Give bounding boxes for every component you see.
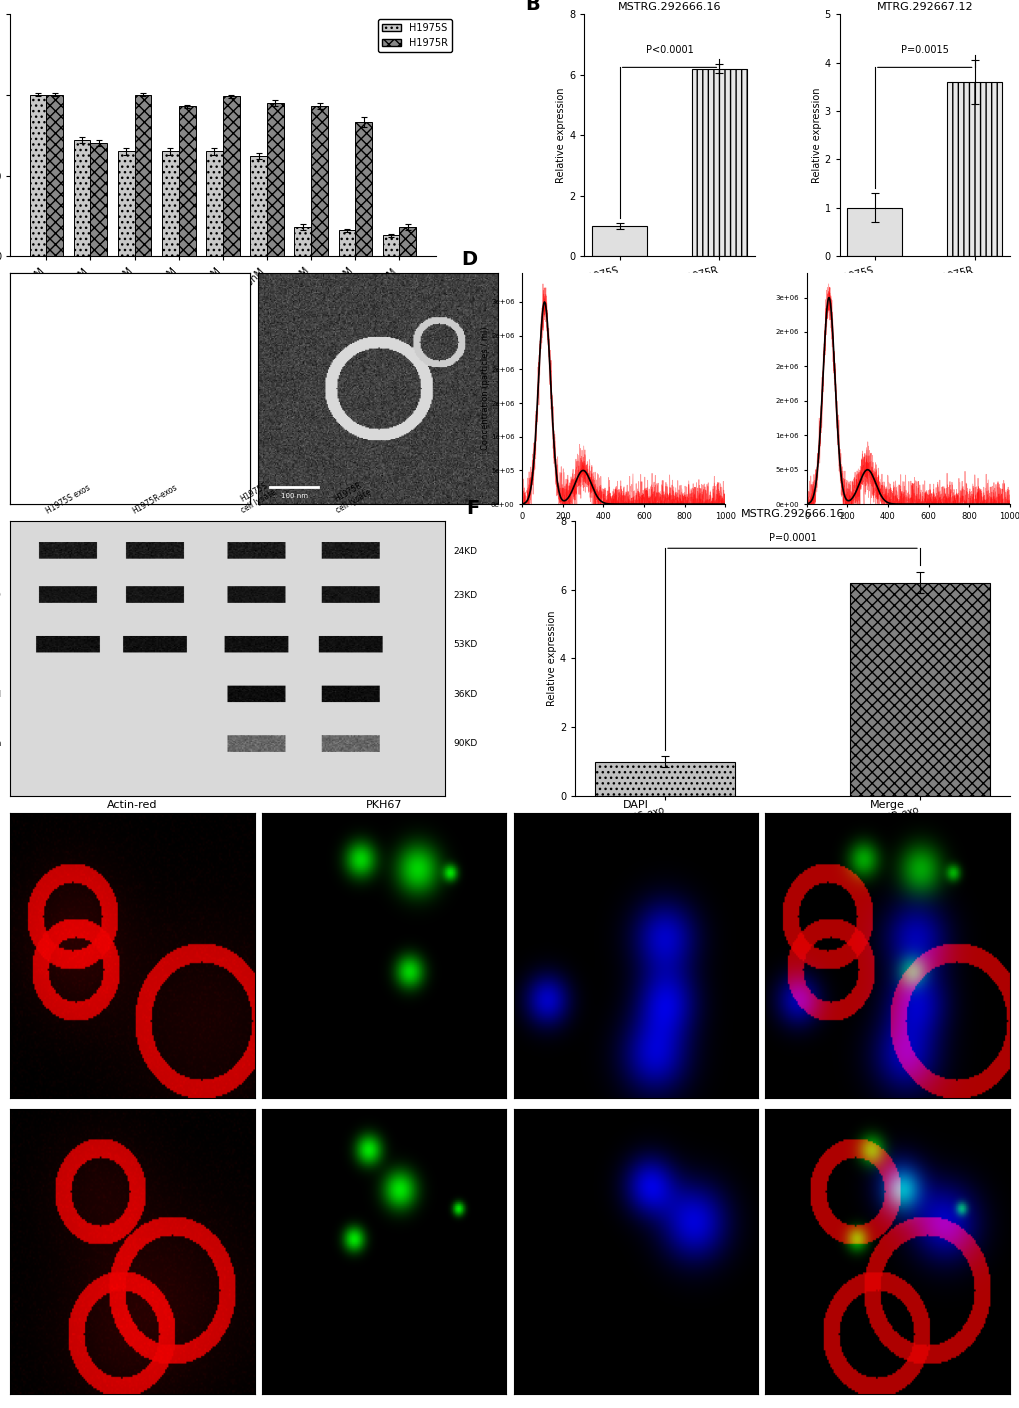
Bar [223, 96, 239, 256]
Text: 53KD: 53KD [453, 641, 477, 649]
Bar [46, 94, 63, 256]
Text: GAPDH: GAPDH [0, 690, 1, 698]
Y-axis label: Relative expression: Relative expression [546, 611, 556, 707]
Text: 100 nm: 100 nm [280, 493, 308, 498]
Text: 90KD: 90KD [453, 739, 477, 748]
Text: D: D [461, 249, 477, 269]
Text: C: C [10, 255, 24, 273]
Text: H1975R
cell lysate: H1975R cell lysate [329, 479, 372, 515]
Bar [206, 151, 223, 256]
Text: 23KD: 23KD [453, 590, 477, 600]
Bar [178, 106, 196, 256]
Bar [847, 208, 902, 256]
Bar [311, 106, 328, 256]
Bar [250, 156, 267, 256]
Title: MSTRG.292666.16: MSTRG.292666.16 [740, 508, 844, 518]
Y-axis label: Relative expression: Relative expression [555, 87, 566, 183]
Bar [294, 227, 311, 256]
Text: P<0.0001: P<0.0001 [645, 45, 693, 55]
Text: 36KD: 36KD [453, 690, 477, 698]
Bar [947, 82, 1001, 256]
Text: 24KD: 24KD [453, 546, 477, 556]
X-axis label: Size (nm): Size (nm) [603, 527, 643, 535]
Title: MTRG.292667.12: MTRG.292667.12 [875, 1, 972, 11]
Text: H1975S exos: H1975S exos [45, 483, 92, 515]
Title: PKH67: PKH67 [366, 800, 401, 811]
Bar [118, 151, 135, 256]
Bar [162, 151, 178, 256]
Text: H1975R-exos: H1975R-exos [130, 483, 179, 515]
Text: H1975S
cell lysate: H1975S cell lysate [234, 479, 278, 515]
Bar [73, 139, 91, 256]
Bar [382, 235, 399, 256]
Title: MSTRG.292666.16: MSTRG.292666.16 [618, 1, 720, 11]
Bar [691, 69, 746, 256]
Text: CD9: CD9 [0, 590, 1, 600]
X-axis label: Size (nm): Size (nm) [888, 527, 927, 535]
Y-axis label: Relative expression: Relative expression [811, 87, 820, 183]
Title: Merge: Merge [869, 800, 904, 811]
Bar [594, 762, 735, 796]
Bar [592, 227, 646, 256]
Text: P=0.0015: P=0.0015 [900, 45, 948, 55]
Bar [91, 144, 107, 256]
Bar [849, 583, 989, 796]
Text: F: F [466, 498, 479, 518]
Title: DAPI: DAPI [623, 800, 648, 811]
Y-axis label: Concentration (particles / ml): Concentration (particles / ml) [480, 327, 489, 451]
Text: CD63: CD63 [0, 641, 1, 649]
Text: Calnexin: Calnexin [0, 739, 1, 748]
Title: Actin-red: Actin-red [107, 800, 158, 811]
Legend: H1975S, H1975R: H1975S, H1975R [378, 18, 451, 52]
Bar [338, 231, 355, 256]
Text: CD81: CD81 [0, 546, 1, 556]
Bar [30, 94, 46, 256]
Bar [135, 94, 151, 256]
Text: 100 nm: 100 nm [34, 493, 60, 498]
Bar [267, 103, 283, 256]
Text: P=0.0001: P=0.0001 [768, 534, 815, 543]
Bar [399, 227, 416, 256]
Text: B: B [525, 0, 539, 14]
Bar [355, 122, 372, 256]
